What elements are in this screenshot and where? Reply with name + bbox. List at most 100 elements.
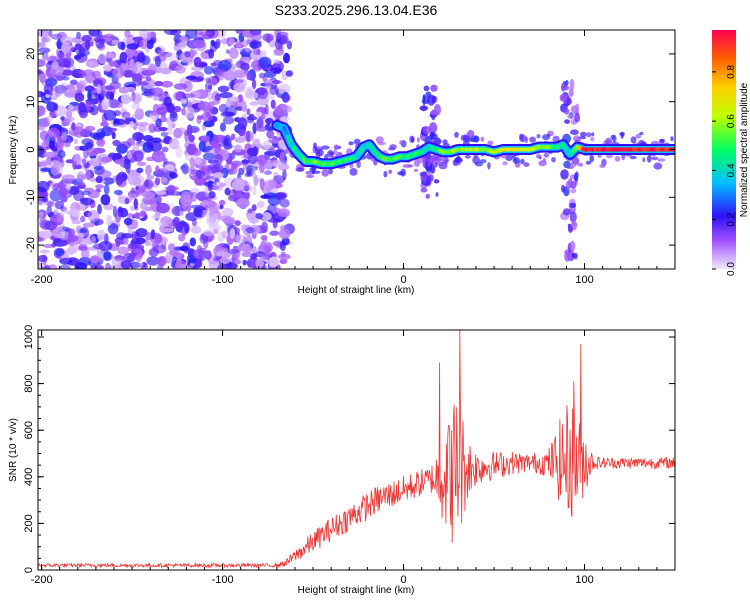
noise-speckle — [149, 140, 162, 153]
noise-speckle — [127, 173, 139, 186]
noise-speckle — [67, 245, 75, 256]
noise-speckle — [38, 42, 46, 48]
noise-speckle — [77, 183, 87, 190]
noise-speckle — [265, 117, 274, 125]
noise-speckle — [202, 152, 216, 161]
noise-speckle — [222, 116, 235, 125]
noise-speckle — [280, 251, 286, 258]
noise-speckle — [135, 228, 148, 238]
ridge-speckle — [566, 165, 575, 169]
noise-speckle — [262, 250, 271, 261]
noise-speckle — [74, 92, 85, 103]
noise-speckle — [77, 228, 88, 234]
noise-speckle — [203, 229, 214, 237]
ridge-speckle — [591, 132, 595, 137]
noise-speckle — [271, 79, 281, 85]
noise-speckle — [247, 153, 258, 165]
noise-speckle — [67, 84, 77, 97]
noise-speckle — [222, 207, 234, 218]
noise-speckle — [219, 256, 231, 264]
ridge-speckle — [275, 137, 283, 141]
noise-speckle — [114, 118, 126, 126]
noise-speckle — [97, 204, 102, 215]
noise-speckle — [164, 52, 178, 61]
noise-speckle — [156, 202, 170, 214]
ridge-speckle — [333, 147, 338, 155]
noise-speckle — [219, 204, 224, 210]
noise-speckle — [132, 36, 144, 41]
noise-speckle — [274, 106, 283, 115]
noise-speckle — [283, 52, 290, 64]
noise-speckle — [53, 209, 59, 216]
noise-speckle — [137, 81, 149, 86]
noise-speckle — [58, 187, 68, 197]
noise-speckle — [238, 47, 252, 52]
noise-speckle — [117, 246, 129, 255]
noise-speckle — [236, 136, 246, 143]
noise-speckle — [223, 142, 233, 150]
noise-speckle — [124, 86, 136, 92]
ridge-speckle — [599, 164, 606, 168]
noise-speckle — [251, 166, 256, 179]
noise-speckle — [48, 140, 55, 149]
noise-speckle — [60, 36, 74, 45]
noise-speckle — [251, 79, 257, 90]
noise-speckle — [255, 111, 262, 117]
colorbar: 0.0 0.2 0.4 0.6 0.8 Normalized spectral ampl… — [712, 30, 750, 276]
noise-speckle — [223, 137, 230, 143]
noise-speckle — [98, 94, 103, 102]
noise-speckle — [106, 214, 113, 226]
noise-speckle — [38, 30, 50, 38]
burst-speckle — [426, 175, 431, 185]
noise-speckle — [111, 131, 116, 140]
ridge-speckle — [422, 157, 426, 165]
burst-speckle — [569, 78, 575, 91]
snr-x-ticks: -200 -100 0 100 — [31, 330, 676, 586]
ridge-speckle — [442, 139, 448, 144]
ridge-speckle — [502, 161, 508, 166]
noise-speckle — [252, 122, 257, 135]
x-tick-label: -100 — [212, 274, 234, 286]
noise-speckle — [160, 131, 169, 137]
ridge-speckle — [543, 152, 549, 158]
noise-speckle — [175, 146, 183, 159]
noise-speckle — [104, 262, 111, 269]
ridge-speckle — [614, 155, 621, 162]
noise-speckle — [45, 93, 51, 99]
noise-speckle — [100, 156, 113, 163]
ridge-speckle — [536, 134, 541, 139]
noise-speckle — [127, 243, 138, 249]
noise-speckle — [258, 72, 266, 79]
noise-speckle — [257, 154, 267, 166]
noise-speckle — [113, 189, 123, 196]
ridge-speckle — [574, 137, 582, 142]
noise-speckle — [134, 108, 145, 120]
noise-speckle — [115, 174, 124, 186]
noise-speckle — [225, 49, 230, 54]
noise-speckle — [240, 62, 250, 71]
noise-speckle — [208, 48, 215, 59]
burst-speckle — [425, 193, 431, 199]
noise-speckle — [142, 78, 156, 90]
noise-speckle — [108, 61, 118, 67]
noise-speckle — [219, 91, 233, 99]
noise-speckle — [100, 194, 111, 206]
ridge-speckle — [429, 131, 435, 137]
noise-speckle — [221, 230, 229, 239]
noise-speckle — [279, 241, 286, 252]
noise-speckle — [167, 124, 173, 136]
noise-speckle — [201, 200, 209, 206]
noise-speckle — [87, 210, 100, 222]
noise-speckle — [190, 164, 195, 175]
noise-speckle — [112, 139, 121, 147]
noise-speckle — [73, 189, 85, 202]
noise-speckle — [73, 138, 79, 145]
ridge-speckle — [474, 161, 483, 167]
noise-speckle — [61, 131, 67, 142]
burst-speckle — [561, 83, 565, 92]
noise-speckle — [197, 101, 211, 111]
noise-speckle — [231, 163, 238, 170]
noise-speckle — [188, 49, 196, 59]
noise-speckle — [255, 213, 264, 219]
noise-speckle — [44, 220, 58, 231]
